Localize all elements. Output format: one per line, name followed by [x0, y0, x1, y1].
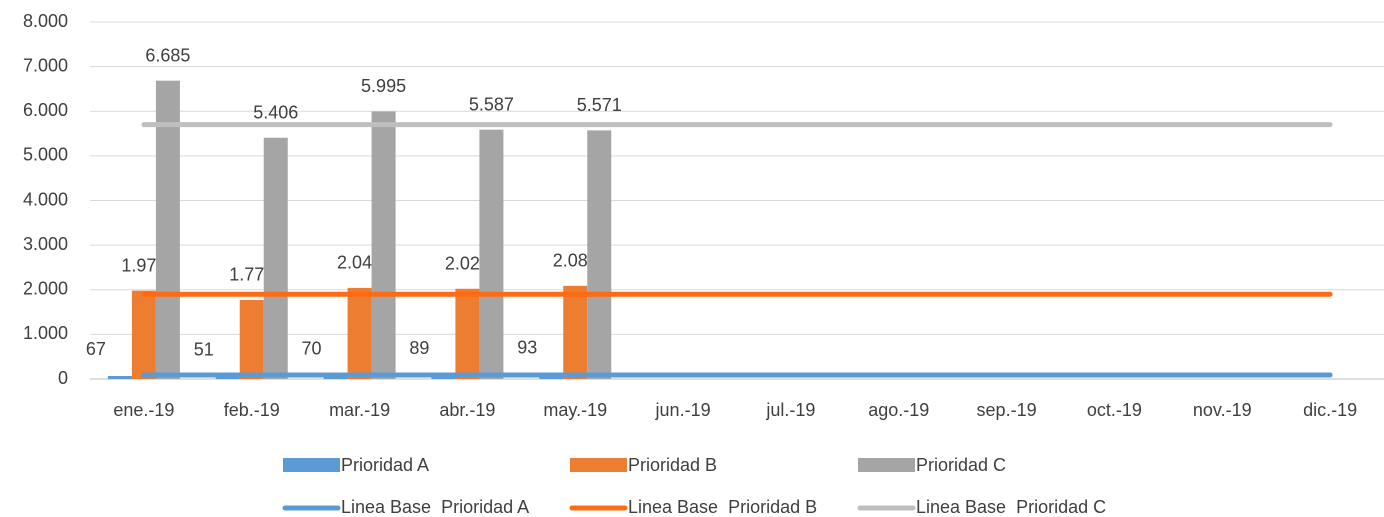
bar	[264, 138, 288, 379]
data-label: 89	[409, 338, 429, 358]
x-tick-label: oct.-19	[1087, 400, 1142, 420]
x-tick-label: nov.-19	[1193, 400, 1252, 420]
legend-label: Linea Base Prioridad A	[341, 497, 529, 517]
bar	[108, 376, 132, 379]
data-label: 5.995	[361, 76, 406, 96]
x-tick-label: mar.-19	[329, 400, 390, 420]
legend-swatch	[570, 458, 627, 472]
chart: 0 1.000 2.000 3.000 4.000 5.000 6.000 7.000 8.00…	[0, 0, 1384, 517]
y-tick-label: 3.000	[23, 234, 68, 254]
legend-label: Linea Base Prioridad C	[916, 497, 1106, 517]
x-tick-label: dic.-19	[1303, 400, 1357, 420]
data-label: 51	[194, 339, 214, 359]
bar	[563, 286, 587, 379]
legend-label: Prioridad C	[916, 455, 1006, 475]
data-label: 5.406	[253, 103, 298, 123]
bar	[372, 111, 396, 379]
x-tick-label: jul.-19	[765, 400, 815, 420]
x-tick-label: sep.-19	[977, 400, 1037, 420]
y-tick-label: 1.000	[23, 323, 68, 343]
legend-label: Prioridad A	[341, 455, 429, 475]
y-tick-label: 4.000	[23, 189, 68, 209]
bar	[587, 130, 611, 379]
data-label: 70	[302, 339, 322, 359]
x-tick-label: may.-19	[543, 400, 607, 420]
bar	[479, 130, 503, 379]
legend-swatch	[283, 458, 340, 472]
bar	[455, 289, 479, 379]
x-tick-label: abr.-19	[439, 400, 495, 420]
y-tick-label: 0	[58, 368, 68, 388]
data-label: 67	[86, 339, 106, 359]
y-tick-label: 7.000	[23, 55, 68, 75]
y-tick-label: 2.000	[23, 279, 68, 299]
y-tick-label: 6.000	[23, 100, 68, 120]
data-label: 93	[517, 338, 537, 358]
x-tick-label: ene.-19	[113, 400, 174, 420]
x-tick-label: feb.-19	[224, 400, 280, 420]
bar	[348, 288, 372, 379]
legend-label: Prioridad B	[628, 455, 717, 475]
bar	[132, 291, 156, 379]
legend-swatch	[858, 458, 915, 472]
legend-label: Linea Base Prioridad B	[628, 497, 817, 517]
y-tick-label: 5.000	[23, 145, 68, 165]
data-label: 5.571	[577, 95, 622, 115]
bar	[240, 300, 264, 379]
y-tick-label: 8.000	[23, 11, 68, 31]
x-tick-label: jun.-19	[655, 400, 711, 420]
data-label: 5.587	[469, 94, 514, 114]
x-tick-label: ago.-19	[868, 400, 929, 420]
data-label: 6.685	[145, 45, 190, 65]
